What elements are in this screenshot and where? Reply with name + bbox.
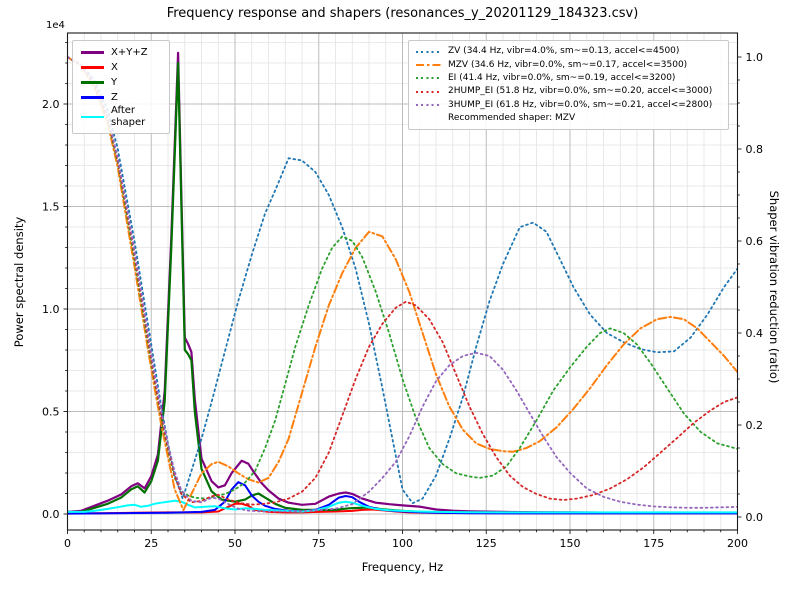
x-tick-label: 175 bbox=[643, 537, 664, 550]
series-ei bbox=[67, 56, 738, 500]
after-line-sample-icon bbox=[81, 115, 104, 119]
shaper-legend-item-2: EI (41.4 Hz, vibr=0.0%, sm~=0.19, accel<… bbox=[416, 72, 721, 85]
recommended-shaper-note: Recommended shaper: MZV bbox=[416, 112, 721, 125]
x-tick-label: 200 bbox=[727, 537, 748, 550]
left-y-tick-label: 0.0 bbox=[42, 508, 60, 521]
right-y-tick-label: 1.0 bbox=[746, 51, 764, 64]
right-y-tick-label: 0.2 bbox=[746, 419, 764, 432]
x-tick-label: 125 bbox=[476, 537, 497, 550]
mzv-line-sample-icon bbox=[416, 64, 442, 67]
left-y-axis-label: Power spectral density bbox=[12, 216, 26, 348]
series-lines bbox=[67, 51, 738, 515]
x-tick-label: 0 bbox=[64, 537, 71, 550]
shaper-legend-item-4: 3HUMP_EI (61.8 Hz, vibr=0.0%, sm~=0.21, … bbox=[416, 99, 721, 112]
right-y-tick-label: 0.6 bbox=[746, 235, 764, 248]
psd-legend: X+Y+Z X Y Z After shaper bbox=[72, 40, 170, 134]
psd-legend-label: After shaper bbox=[111, 105, 146, 128]
shaper-legend-label: EI (41.4 Hz, vibr=0.0%, sm~=0.19, accel<… bbox=[448, 72, 676, 83]
x+y+z-line-sample-icon bbox=[81, 51, 104, 54]
zv-line-sample-icon bbox=[416, 50, 442, 53]
x-tick-label: 100 bbox=[392, 537, 413, 550]
x-line-sample-icon bbox=[81, 66, 104, 69]
shaper-legend-label: ZV (34.4 Hz, vibr=4.0%, sm~=0.13, accel<… bbox=[448, 46, 680, 57]
shaper-legend-item-1: MZV (34.6 Hz, vibr=0.0%, sm~=0.17, accel… bbox=[416, 58, 721, 71]
shaper-legend-item-3: 2HUMP_EI (51.8 Hz, vibr=0.0%, sm~=0.20, … bbox=[416, 85, 721, 98]
tick-labels: 0 25 50 75 100 125 150 175 200 0.0 0.5 1.0 1.5 2.0 0.0… bbox=[42, 51, 763, 550]
shaper-legend-label: MZV (34.6 Hz, vibr=0.0%, sm~=0.17, accel… bbox=[448, 59, 688, 70]
psd-legend-item-0: X+Y+Z bbox=[81, 45, 161, 60]
figure-title: Frequency response and shapers (resonanc… bbox=[166, 6, 639, 21]
series-zv bbox=[67, 56, 738, 505]
series-x+y+z bbox=[67, 51, 738, 514]
right-y-axis-label: Shaper vibration reduction (ratio) bbox=[767, 190, 781, 384]
shaper-legend-label: 3HUMP_EI (61.8 Hz, vibr=0.0%, sm~=0.21, … bbox=[448, 99, 713, 110]
series-mzv bbox=[67, 56, 738, 512]
psd-legend-label: X+Y+Z bbox=[111, 46, 148, 58]
z-line-sample-icon bbox=[81, 96, 104, 99]
3hump_ei-line-sample-icon bbox=[416, 104, 442, 107]
shaper-legend: ZV (34.4 Hz, vibr=4.0%, sm~=0.13, accel<… bbox=[408, 40, 729, 131]
left-y-tick-label: 2.0 bbox=[42, 98, 60, 111]
right-y-tick-label: 0.4 bbox=[746, 327, 764, 340]
x-tick-label: 50 bbox=[228, 537, 242, 550]
series-2hump_ei bbox=[67, 56, 738, 506]
psd-legend-item-2: Y bbox=[81, 75, 161, 90]
y-line-sample-icon bbox=[81, 81, 104, 84]
psd-legend-label: Y bbox=[111, 76, 118, 88]
psd-legend-item-3: Z bbox=[81, 90, 161, 105]
shaper-legend-item-0: ZV (34.4 Hz, vibr=4.0%, sm~=0.13, accel<… bbox=[416, 45, 721, 58]
psd-legend-label: Z bbox=[111, 91, 118, 103]
ei-line-sample-icon bbox=[416, 77, 442, 80]
y-axis-offset-text: 1e4 bbox=[46, 20, 65, 31]
psd-legend-label: X bbox=[111, 61, 118, 73]
recommended-shaper-text: Recommended shaper: MZV bbox=[448, 113, 576, 124]
x-tick-label: 75 bbox=[312, 537, 326, 550]
series-3hump_ei bbox=[67, 56, 738, 513]
shaper-legend-label: 2HUMP_EI (51.8 Hz, vibr=0.0%, sm~=0.20, … bbox=[448, 86, 713, 97]
left-y-tick-label: 1.5 bbox=[42, 201, 60, 214]
psd-legend-item-4: After shaper bbox=[81, 105, 161, 129]
2hump_ei-line-sample-icon bbox=[416, 90, 442, 93]
x-tick-label: 25 bbox=[144, 537, 158, 550]
left-y-tick-label: 1.0 bbox=[42, 303, 60, 316]
psd-legend-item-1: X bbox=[81, 60, 161, 75]
right-y-tick-label: 0.8 bbox=[746, 143, 764, 156]
right-y-tick-label: 0.0 bbox=[746, 511, 764, 524]
x-tick-label: 150 bbox=[560, 537, 581, 550]
left-y-tick-label: 0.5 bbox=[42, 406, 60, 419]
x-axis-label: Frequency, Hz bbox=[361, 560, 444, 574]
series-after-shaper bbox=[67, 499, 738, 514]
axis-ticks bbox=[63, 42, 742, 534]
